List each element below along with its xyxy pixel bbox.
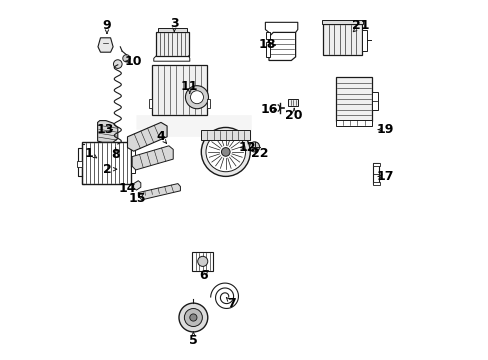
Bar bbox=[288, 99, 298, 106]
Bar bbox=[265, 32, 269, 39]
Bar bbox=[77, 161, 81, 167]
Text: 15: 15 bbox=[128, 192, 146, 204]
Bar bbox=[158, 28, 186, 32]
Bar bbox=[336, 120, 371, 126]
Bar bbox=[321, 20, 362, 24]
Circle shape bbox=[249, 142, 259, 152]
Polygon shape bbox=[138, 184, 180, 200]
Polygon shape bbox=[136, 65, 251, 144]
Text: 21: 21 bbox=[351, 19, 368, 32]
Circle shape bbox=[205, 132, 245, 172]
Text: 10: 10 bbox=[124, 55, 142, 68]
Bar bbox=[149, 99, 152, 108]
Text: 19: 19 bbox=[376, 123, 393, 136]
Bar bbox=[361, 30, 366, 51]
Circle shape bbox=[221, 148, 230, 156]
Circle shape bbox=[201, 127, 250, 176]
Text: 11: 11 bbox=[181, 80, 198, 93]
Bar bbox=[336, 77, 371, 121]
Polygon shape bbox=[98, 121, 118, 142]
Text: 2: 2 bbox=[102, 163, 111, 176]
Text: 22: 22 bbox=[250, 147, 268, 159]
Text: 1: 1 bbox=[84, 147, 93, 159]
Polygon shape bbox=[132, 146, 173, 170]
Bar bbox=[81, 142, 131, 184]
Text: 5: 5 bbox=[189, 334, 197, 347]
Polygon shape bbox=[268, 32, 295, 60]
Text: 8: 8 bbox=[111, 148, 120, 161]
Bar bbox=[322, 24, 361, 55]
Text: 13: 13 bbox=[96, 123, 113, 136]
Bar bbox=[371, 92, 377, 110]
Text: 20: 20 bbox=[285, 109, 302, 122]
Bar bbox=[156, 32, 188, 56]
Bar bbox=[265, 42, 269, 57]
Text: 6: 6 bbox=[199, 269, 207, 282]
Bar bbox=[372, 163, 379, 166]
Text: 17: 17 bbox=[376, 170, 393, 183]
Circle shape bbox=[184, 309, 202, 327]
Circle shape bbox=[113, 60, 122, 68]
Text: 3: 3 bbox=[170, 17, 178, 30]
Circle shape bbox=[190, 91, 203, 104]
Text: 18: 18 bbox=[258, 39, 275, 51]
Circle shape bbox=[179, 303, 207, 332]
Bar bbox=[201, 130, 250, 140]
Bar bbox=[373, 163, 378, 184]
Bar bbox=[207, 99, 210, 108]
Polygon shape bbox=[98, 38, 113, 52]
Text: 12: 12 bbox=[238, 141, 256, 154]
Text: 14: 14 bbox=[119, 183, 136, 195]
Bar bbox=[192, 252, 213, 271]
Text: 4: 4 bbox=[156, 130, 165, 143]
Bar bbox=[151, 65, 207, 115]
Polygon shape bbox=[127, 122, 167, 151]
Bar bbox=[131, 148, 135, 173]
Text: 7: 7 bbox=[227, 297, 236, 310]
Polygon shape bbox=[133, 181, 141, 190]
Circle shape bbox=[197, 256, 207, 266]
Text: 9: 9 bbox=[102, 19, 111, 32]
Circle shape bbox=[185, 86, 208, 109]
Text: 16: 16 bbox=[260, 103, 277, 116]
Circle shape bbox=[189, 314, 197, 321]
Polygon shape bbox=[122, 55, 130, 62]
Bar bbox=[372, 182, 379, 185]
